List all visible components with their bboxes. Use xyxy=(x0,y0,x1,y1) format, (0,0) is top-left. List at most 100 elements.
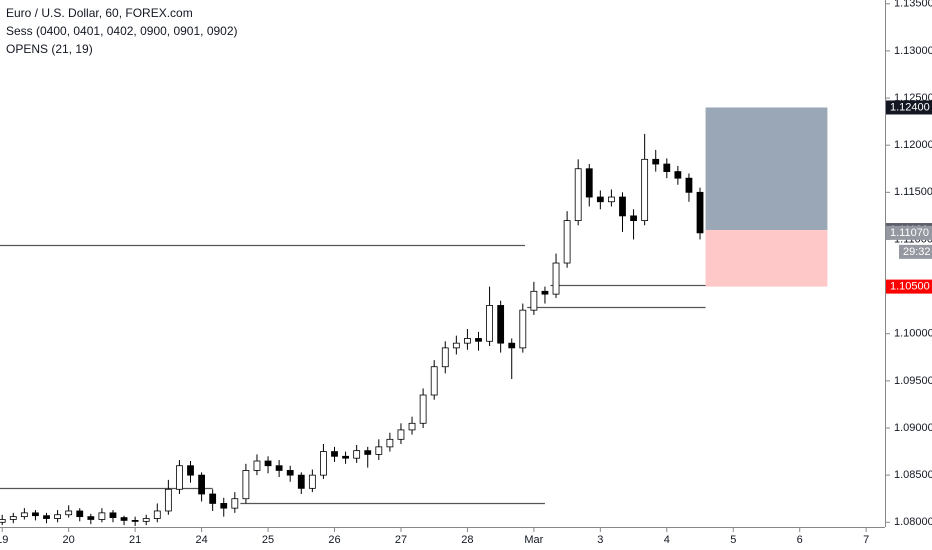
candle-body xyxy=(264,460,272,467)
candle-body xyxy=(286,470,294,476)
candle-body xyxy=(176,465,183,490)
x-tick-label: 24 xyxy=(195,534,207,546)
candle-body xyxy=(386,438,394,448)
price-tag xyxy=(886,279,932,294)
candle-body xyxy=(441,347,449,368)
candle-body xyxy=(297,474,305,489)
y-tick-label: 1.12000 xyxy=(894,139,932,151)
candle-body xyxy=(76,510,84,518)
candle-body xyxy=(131,520,139,522)
candle-body xyxy=(397,429,405,440)
y-tick-label: 1.10000 xyxy=(894,328,932,340)
candle-body xyxy=(231,498,239,509)
candle-body xyxy=(65,510,73,516)
candle-body xyxy=(475,338,482,342)
candle-body xyxy=(320,451,327,476)
candle-body xyxy=(596,196,604,203)
candle-body xyxy=(142,518,150,522)
x-tick-label: 28 xyxy=(461,534,473,546)
candle-body xyxy=(652,158,660,165)
x-tick-label: 25 xyxy=(262,534,274,546)
x-tick-label: 26 xyxy=(328,534,340,546)
candle-body xyxy=(608,196,615,203)
countdown-label: 29:32 xyxy=(903,246,931,258)
candle-body xyxy=(20,512,28,518)
price-tag-label: 1.12400 xyxy=(890,101,930,113)
candle-body xyxy=(519,309,527,349)
candle-body xyxy=(198,474,205,495)
position-profit-zone xyxy=(705,107,828,231)
candle-body xyxy=(353,450,361,459)
candle-body xyxy=(220,503,228,509)
candle-body xyxy=(574,168,582,222)
x-tick-label: 20 xyxy=(63,534,75,546)
candle-body xyxy=(153,510,161,519)
candle-body xyxy=(209,493,217,504)
candle-body xyxy=(187,465,194,476)
candle-body xyxy=(497,305,505,344)
candle-body xyxy=(619,196,626,217)
candle-body xyxy=(87,516,95,520)
candle-body xyxy=(641,158,649,222)
candle-body xyxy=(9,516,17,520)
candle-body xyxy=(585,168,593,198)
candle-body xyxy=(419,394,427,424)
x-tick-label: 7 xyxy=(863,534,869,546)
x-tick-label: 4 xyxy=(664,534,670,546)
candle-body xyxy=(508,342,516,349)
y-tick-label: 1.11500 xyxy=(894,186,932,198)
candle-body xyxy=(32,512,39,517)
countdown-box xyxy=(899,244,932,259)
candle-body xyxy=(275,465,283,471)
position-loss-zone xyxy=(705,230,828,287)
price-tag xyxy=(886,225,932,240)
candle-body xyxy=(54,514,61,519)
x-tick-label: 21 xyxy=(129,534,141,546)
price-tag-label: 1.11070 xyxy=(890,227,929,239)
candle-body xyxy=(674,171,682,179)
candle-body xyxy=(530,290,538,311)
candle-body xyxy=(308,474,316,489)
x-tick-label: 19 xyxy=(0,534,8,546)
candle-body xyxy=(486,305,493,342)
candle-body xyxy=(685,177,693,193)
indicator-label: OPENS (21, 19) xyxy=(6,42,93,56)
plot-area xyxy=(0,107,828,527)
candle-body xyxy=(331,451,338,457)
candle-body xyxy=(464,338,471,344)
y-tick-label: 1.08500 xyxy=(894,469,932,481)
x-tick-label: 27 xyxy=(395,534,407,546)
candle-body xyxy=(98,512,106,520)
y-tick-label: 1.08000 xyxy=(894,516,932,528)
y-tick-label: 1.13000 xyxy=(894,45,932,57)
x-tick-label: 3 xyxy=(597,534,603,546)
price-tag-label: 1.10500 xyxy=(890,281,930,293)
candle-body xyxy=(164,488,172,512)
candle-body xyxy=(552,262,560,295)
chart-title: Euro / U.S. Dollar, 60, FOREX.com xyxy=(6,6,193,20)
candle-body xyxy=(375,446,383,455)
y-tick-label: 1.09500 xyxy=(894,375,932,387)
x-tick-label: Mar xyxy=(524,534,543,546)
candle-body xyxy=(696,191,704,234)
y-tick-label: 1.09000 xyxy=(894,422,932,434)
candle-body xyxy=(408,422,416,431)
candle-body xyxy=(541,290,549,295)
y-tick-label: 1.13500 xyxy=(894,0,932,10)
candle-body xyxy=(242,470,250,500)
candle-body xyxy=(120,517,128,521)
candle-body xyxy=(430,366,438,396)
candle-body xyxy=(452,342,460,349)
candle-body xyxy=(630,215,637,222)
candle-body xyxy=(0,519,6,523)
price-tag xyxy=(886,100,932,115)
candle-body xyxy=(342,455,349,459)
candle-body xyxy=(563,220,571,264)
candle-body xyxy=(364,450,372,455)
x-tick-label: 5 xyxy=(730,534,736,546)
candle-body xyxy=(253,460,261,471)
x-tick-label: 6 xyxy=(797,534,803,546)
indicator-label: Sess (0400, 0401, 0402, 0900, 0901, 0902… xyxy=(6,24,238,38)
candle-body xyxy=(663,163,671,172)
